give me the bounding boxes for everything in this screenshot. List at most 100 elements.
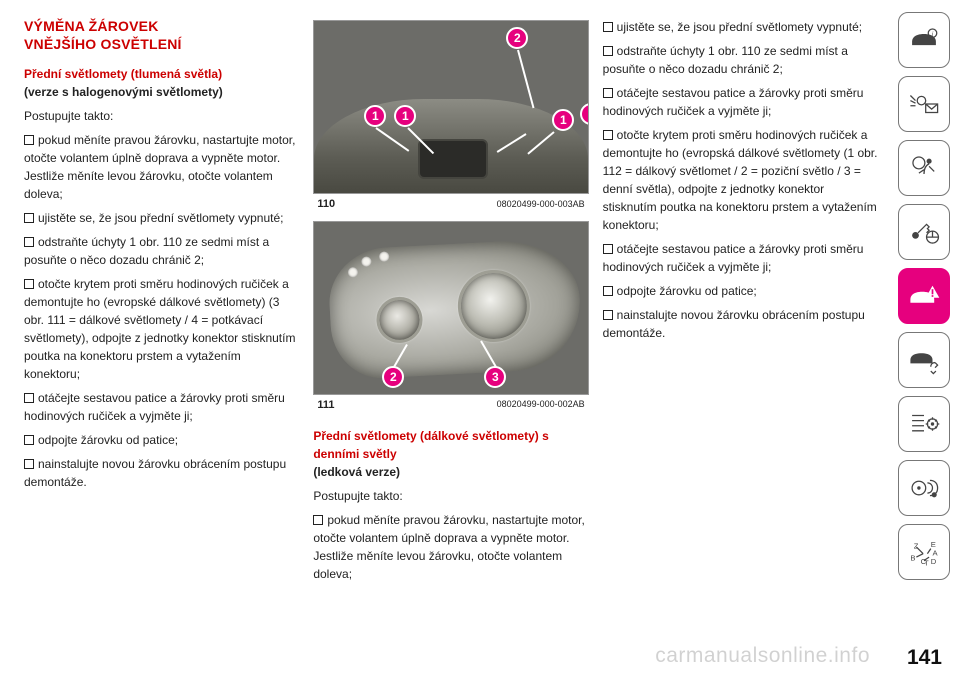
bullet-c2-1: pokud měníte pravou žárovku, nastartujte…: [313, 511, 588, 583]
lamp-ring-small: [376, 295, 424, 343]
car-info-icon: i: [907, 23, 941, 57]
bullet-box-icon: [313, 515, 323, 525]
bullet-7: nainstalujte novou žárovku obrácením pos…: [24, 455, 299, 491]
sidebar-tile-audio[interactable]: [898, 460, 950, 516]
bullet-c3-4-text: otočte krytem proti směru hodinových ruč…: [603, 128, 878, 232]
bullet-5: otáčejte sestavou patice a žárovky proti…: [24, 389, 299, 425]
bullet-c3-7-text: nainstalujte novou žárovku obrácením pos…: [603, 308, 865, 340]
sidebar-tile-airbag[interactable]: [898, 140, 950, 196]
bullet-box-icon: [603, 46, 613, 56]
bullet-c2-1-text: pokud měníte pravou žárovku, nastartujte…: [313, 513, 584, 581]
bullet-box-icon: [603, 244, 613, 254]
sidebar-tile-alert[interactable]: [898, 268, 950, 324]
bullet-6: odpojte žárovku od patice;: [24, 431, 299, 449]
bullet-c3-5-text: otáčejte sestavou patice a žárovky proti…: [603, 242, 864, 274]
callout-line: [517, 50, 534, 108]
sidebar-tile-diagram[interactable]: Z B C E A D T: [898, 524, 950, 580]
bullet-1-text: pokud měníte pravou žárovku, nastartujte…: [24, 133, 295, 201]
callout-1d: 1: [580, 103, 588, 125]
bullet-c3-6-text: odpojte žárovku od patice;: [617, 284, 757, 298]
sidebar-tile-info[interactable]: i: [898, 12, 950, 68]
bullet-box-icon: [603, 310, 613, 320]
airbag-icon: [907, 151, 941, 185]
subheading-bold: (verze s halogenovými světlomety): [24, 85, 223, 99]
svg-text:D: D: [931, 557, 937, 566]
bullet-7-text: nainstalujte novou žárovku obrácením pos…: [24, 457, 286, 489]
bullet-5-text: otáčejte sestavou patice a žárovky proti…: [24, 391, 285, 423]
sidebar-tile-service[interactable]: [898, 332, 950, 388]
bullet-c3-3-text: otáčejte sestavou patice a žárovky proti…: [603, 86, 864, 118]
bullet-c3-4: otočte krytem proti směru hodinových ruč…: [603, 126, 878, 234]
subheading-red: Přední světlomety (tlumená světla): [24, 67, 222, 81]
bullet-box-icon: [603, 88, 613, 98]
bullet-box-icon: [603, 22, 613, 32]
svg-text:A: A: [933, 548, 939, 557]
heading-line-1: VÝMĚNA ŽÁROVEK: [24, 18, 159, 34]
bullet-box-icon: [24, 279, 34, 289]
subheading-block: Přední světlomety (tlumená světla) (verz…: [24, 65, 299, 101]
bullet-6-text: odpojte žárovku od patice;: [38, 433, 178, 447]
light-mail-icon: [907, 87, 941, 121]
content-area: VÝMĚNA ŽÁROVEK VNĚJŠÍHO OSVĚTLENÍ Přední…: [0, 0, 888, 678]
bullet-c3-1: ujistěte se, že jsou přední světlomety v…: [603, 18, 878, 36]
main-heading: VÝMĚNA ŽÁROVEK VNĚJŠÍHO OSVĚTLENÍ: [24, 18, 299, 53]
bullet-box-icon: [24, 237, 34, 247]
bullet-c3-6: odpojte žárovku od patice;: [603, 282, 878, 300]
car-alert-icon: [907, 279, 941, 313]
led-dot: [361, 256, 372, 267]
column-3: ujistěte se, že jsou přední světlomety v…: [603, 18, 878, 678]
bullet-4: otočte krytem proti směru hodinových ruč…: [24, 275, 299, 383]
bullet-box-icon: [24, 213, 34, 223]
figure-111-caption: 111 08020499-000-002AB: [313, 395, 588, 414]
bullet-2-text: ujistěte se, že jsou přední světlomety v…: [38, 211, 283, 225]
settings-list-icon: [907, 407, 941, 441]
grille-shape: [418, 139, 488, 179]
bullet-box-icon: [603, 130, 613, 140]
page-number: 141: [907, 646, 942, 670]
bullet-3: odstraňte úchyty 1 obr. 110 ze sedmi mís…: [24, 233, 299, 269]
page: VÝMĚNA ŽÁROVEK VNĚJŠÍHO OSVĚTLENÍ Přední…: [0, 0, 960, 678]
figure-110-code: 08020499-000-003AB: [497, 198, 585, 212]
audio-nav-icon: [907, 471, 941, 505]
sidebar-tile-key[interactable]: [898, 204, 950, 260]
bullet-c3-5: otáčejte sestavou patice a žárovky proti…: [603, 240, 878, 276]
bullet-box-icon: [24, 435, 34, 445]
bullet-4-text: otočte krytem proti směru hodinových ruč…: [24, 277, 295, 381]
figure-110-caption: 110 08020499-000-003AB: [313, 194, 588, 213]
bullet-3-text: odstraňte úchyty 1 obr. 110 ze sedmi mís…: [24, 235, 269, 267]
sidebar: i Z B C E A D: [888, 0, 960, 678]
bullet-c3-2-text: odstraňte úchyty 1 obr. 110 ze sedmi mís…: [603, 44, 848, 76]
bullet-box-icon: [24, 459, 34, 469]
led-dot: [379, 251, 390, 262]
bullet-c3-2: odstraňte úchyty 1 obr. 110 ze sedmi mís…: [603, 42, 878, 78]
diagram-icon: Z B C E A D T: [907, 535, 941, 569]
subheading-block-2: Přední světlomety (dálkové světlomety) s…: [313, 427, 588, 481]
lamp-ring-big: [456, 268, 532, 344]
bullet-box-icon: [603, 286, 613, 296]
bullet-box-icon: [24, 135, 34, 145]
bullet-1: pokud měníte pravou žárovku, nastartujte…: [24, 131, 299, 203]
column-2: 1 1 1 1 2 110 08020499-000-003AB: [313, 18, 588, 678]
key-wheel-icon: [907, 215, 941, 249]
heading-line-2: VNĚJŠÍHO OSVĚTLENÍ: [24, 36, 182, 52]
bullet-c3-3: otáčejte sestavou patice a žárovky proti…: [603, 84, 878, 120]
callout-3: 3: [484, 366, 506, 388]
svg-text:B: B: [910, 554, 915, 563]
figure-111-code: 08020499-000-002AB: [497, 398, 585, 412]
lead-text-2: Postupujte takto:: [313, 487, 588, 505]
sidebar-tile-settings[interactable]: [898, 396, 950, 452]
subheading-red-2: Přední světlomety (dálkové světlomety) s…: [313, 429, 548, 461]
callout-2: 2: [506, 27, 528, 49]
sidebar-tile-lights[interactable]: [898, 76, 950, 132]
subheading-bold-2: (ledková verze): [313, 465, 400, 479]
bullet-c3-1-text: ujistěte se, že jsou přední světlomety v…: [617, 20, 862, 34]
bullet-box-icon: [24, 393, 34, 403]
headlamp-shape: [327, 237, 583, 380]
callout-2b: 2: [382, 366, 404, 388]
led-dot: [348, 267, 359, 278]
figure-111-number: 111: [317, 397, 334, 414]
figure-111: 2 3 111 08020499-000-002AB: [313, 221, 588, 414]
figure-110-number: 110: [317, 196, 335, 213]
figure-110: 1 1 1 1 2 110 08020499-000-003AB: [313, 20, 588, 213]
bullet-c3-7: nainstalujte novou žárovku obrácením pos…: [603, 306, 878, 342]
